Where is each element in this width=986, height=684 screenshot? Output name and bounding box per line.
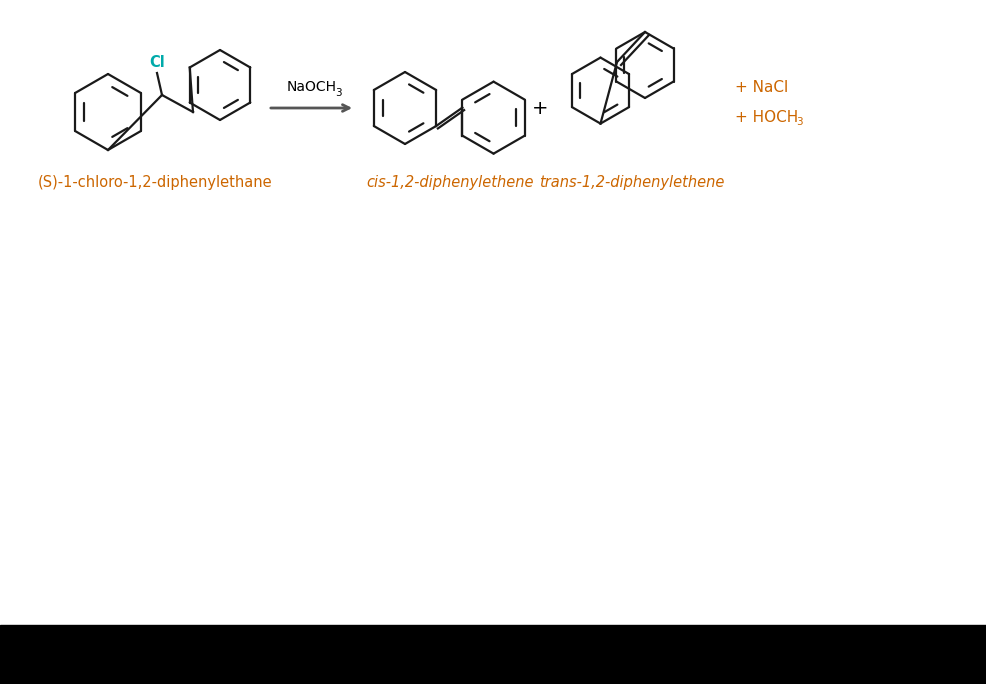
Bar <box>0 625 986 684</box>
Text: trans-1,2-diphenylethene: trans-1,2-diphenylethene <box>539 175 725 190</box>
Text: 3: 3 <box>335 88 342 98</box>
Text: cis-1,2-diphenylethene: cis-1,2-diphenylethene <box>366 175 533 190</box>
Text: Cl: Cl <box>149 55 165 70</box>
Text: +: + <box>531 98 548 118</box>
Text: + NaCl: + NaCl <box>735 81 788 96</box>
Text: NaOCH: NaOCH <box>287 80 336 94</box>
Text: 3: 3 <box>796 117 803 127</box>
Text: + HOCH: + HOCH <box>735 111 799 125</box>
Text: (S)-1-chloro-1,2-diphenylethane: (S)-1-chloro-1,2-diphenylethane <box>37 175 272 190</box>
